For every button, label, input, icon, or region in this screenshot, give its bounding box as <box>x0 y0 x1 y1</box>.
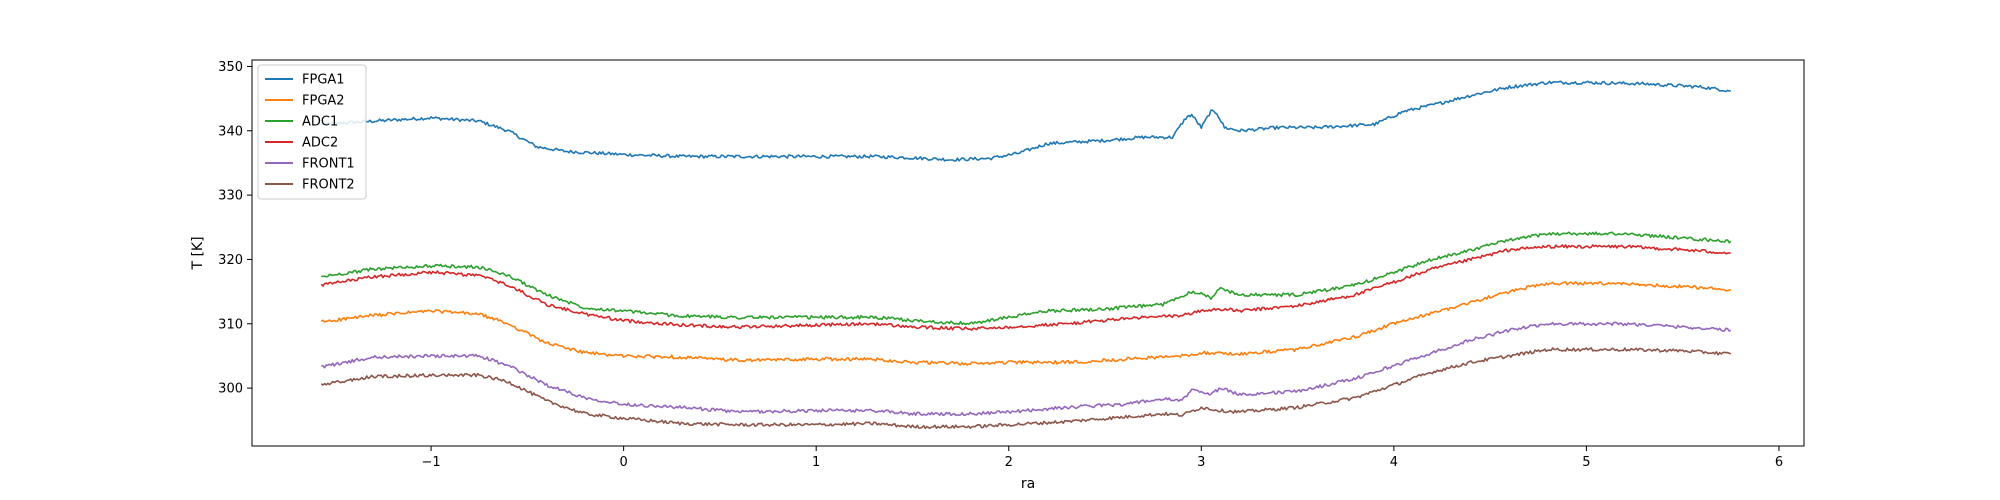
x-tick-label: 5 <box>1582 455 1590 470</box>
series-line-front2 <box>320 347 1732 430</box>
x-tick-label: 2 <box>1005 455 1013 470</box>
x-axis-label: ra <box>1021 476 1035 492</box>
series-line-front1 <box>321 321 1732 417</box>
y-tick-label: 340 <box>218 124 243 139</box>
series-line-adc1 <box>321 231 1732 326</box>
legend-label-front1: FRONT1 <box>302 157 355 172</box>
x-tick-label: −1 <box>421 455 440 470</box>
legend-label-fpga1: FPGA1 <box>302 73 345 88</box>
series-layer <box>320 80 1732 430</box>
x-axis-ticks: −1 0 1 2 3 4 5 6 <box>421 446 1783 470</box>
legend-box <box>257 64 367 200</box>
y-tick-label: 300 <box>218 382 243 397</box>
legend-label-front2: FRONT2 <box>302 178 355 193</box>
y-tick-label: 330 <box>218 189 243 204</box>
x-tick-label: 4 <box>1390 455 1398 470</box>
y-tick-label: 310 <box>218 317 243 332</box>
series-line-fpga2 <box>320 281 1732 366</box>
y-axis-ticks: 300 310 320 330 340 350 <box>218 60 252 397</box>
series-line-adc2 <box>320 244 1731 331</box>
legend-label-fpga2: FPGA2 <box>302 94 345 109</box>
legend-label-adc1: ADC1 <box>302 115 338 130</box>
x-tick-label: 3 <box>1197 455 1205 470</box>
y-tick-label: 350 <box>218 60 243 75</box>
legend-label-adc2: ADC2 <box>302 136 338 151</box>
plot-frame <box>251 59 1805 447</box>
y-axis-label: T [K] <box>190 236 206 270</box>
x-tick-label: 6 <box>1775 455 1783 470</box>
legend: FPGA1 FPGA2 ADC1 ADC2 FRONT1 FRONT2 <box>257 64 367 200</box>
y-tick-label: 320 <box>218 253 243 268</box>
series-line-fpga1 <box>320 80 1731 162</box>
x-tick-label: 0 <box>619 455 627 470</box>
x-tick-label: 1 <box>812 455 820 470</box>
